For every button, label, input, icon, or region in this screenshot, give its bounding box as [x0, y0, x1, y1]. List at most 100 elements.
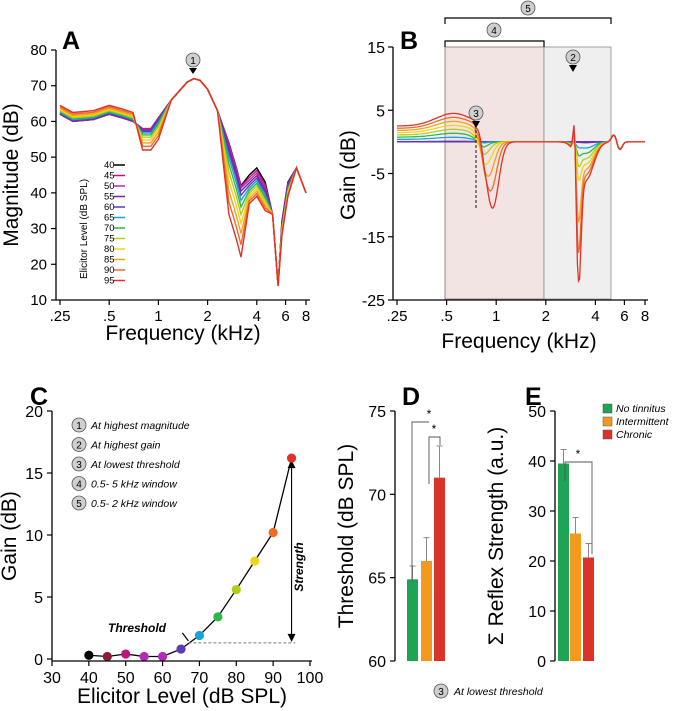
footnote-text: At lowest threshold: [453, 686, 544, 698]
e-y-tick-label: 20: [528, 554, 546, 571]
legend-marker-number: 3: [76, 460, 82, 471]
panel-a-y-label: Magnitude (dB): [0, 103, 23, 247]
a-y-tick-label: 70: [30, 78, 47, 95]
marker-5-badge: [520, 0, 536, 16]
legend-label-intermittent: Intermittent: [616, 416, 670, 428]
b-x-tick-label: 4: [591, 308, 599, 325]
marker-4-badge: [486, 22, 502, 38]
panel-d-label: D: [402, 383, 420, 411]
legend-marker-text: At highest magnitude: [90, 420, 190, 432]
c-x-tick-label: 90: [264, 670, 282, 687]
d-y-tick-label: 75: [368, 404, 386, 421]
legend-level-40: 40: [104, 160, 115, 171]
c-point-45: [102, 651, 112, 662]
strength-arrow-tail: [287, 633, 296, 642]
legend-swatch-chronic: [602, 429, 613, 440]
b-y-tick-label: -15: [362, 230, 385, 247]
marker-4-number: 4: [491, 26, 497, 37]
legend-level-50: 50: [104, 181, 115, 192]
e-y-tick-label: 0: [537, 654, 546, 671]
panel-d-y-label: Threshold (dB SPL): [335, 444, 358, 628]
sig-star-2: *: [432, 422, 437, 436]
legend-level-80: 80: [104, 244, 115, 255]
panel-c-y-ticks: 0 5 10 15 20: [25, 404, 52, 669]
a-y-tick-label: 40: [30, 185, 47, 202]
e-bar-chronic: [583, 557, 594, 661]
panel-b-plot: [396, 112, 645, 284]
legend-marker-text: At lowest threshold: [90, 459, 181, 471]
c-x-tick-label: 30: [43, 670, 61, 687]
c-x-tick-label: 50: [117, 670, 135, 687]
panel-a-x-ticks: .25 .5 1 2 4 6 8: [50, 300, 310, 325]
e-bar-no-tinnitus: [558, 463, 569, 661]
legend-label-no-tinnitus: No tinnitus: [616, 403, 666, 415]
e-y-tick-label: 10: [528, 604, 546, 621]
a-y-tick-label: 80: [30, 42, 47, 59]
legend-marker-text: 0.5- 2 kHz window: [91, 498, 178, 510]
c-point-40: [84, 650, 94, 660]
sig-star-1: *: [427, 407, 432, 421]
legend-marker-badge: [71, 437, 87, 452]
marker-1-badge: [185, 52, 201, 68]
c-point-95: [286, 453, 297, 463]
marker-3-arrow: [472, 121, 480, 128]
c-x-tick-label: 40: [80, 670, 98, 687]
legend-title: Elicitor Level (dB SPL): [79, 179, 90, 279]
legend-marker-number: 4: [76, 480, 82, 491]
panel-c-x-ticks: 30 40 50 60 70 80 90 100: [43, 661, 323, 687]
panel-e-y-label: Σ Reflex Strength (a.u.): [485, 427, 508, 645]
c-point-70: [194, 630, 205, 641]
panel-b-label: B: [400, 27, 418, 55]
a-y-tick-label: 50: [30, 149, 47, 166]
c-point-85: [250, 556, 260, 566]
legend-level-65: 65: [104, 213, 115, 224]
window-0p5-2khz: [444, 46, 545, 300]
panel-a-plot: [59, 77, 307, 286]
c-point-65: [176, 644, 186, 654]
strength-arrow-head: [287, 460, 296, 469]
legend-level-70: 70: [104, 223, 115, 234]
legend-level-55: 55: [104, 192, 115, 203]
a-y-tick-label: 30: [30, 221, 47, 238]
c-point-75: [213, 612, 223, 622]
marker-2-arrow: [569, 65, 577, 72]
b-y-tick-label: -25: [362, 293, 385, 310]
legend-level-95: 95: [104, 276, 115, 287]
c-point-60: [157, 651, 168, 662]
c-y-tick-label: 0: [34, 652, 43, 669]
legend-marker-number: 2: [76, 441, 82, 452]
marker-1-number: 1: [190, 56, 196, 67]
c-y-tick-label: 15: [25, 466, 43, 483]
panel-a-legend: Elicitor Level (dB SPL) 4045505560657075…: [79, 160, 125, 287]
marker-2-badge: [565, 49, 581, 65]
c-x-tick-label: 80: [227, 670, 245, 687]
sig-bracket-e: [564, 461, 593, 554]
legend-level-45: 45: [104, 171, 115, 182]
c-y-tick-label: 5: [34, 590, 43, 607]
panel-a-label: A: [62, 27, 80, 55]
legend-level-85: 85: [104, 255, 115, 266]
c-point-55: [139, 651, 149, 662]
e-bar-intermittent: [570, 533, 581, 661]
panel-e: E 0 10 20 30 40 50 Σ Reflex Strength (a.u.) *…: [485, 383, 670, 671]
a-x-tick-label: 1: [154, 308, 162, 325]
marker-3-badge: [468, 105, 484, 121]
c-point-90: [268, 527, 278, 538]
d-y-tick-label: 60: [368, 654, 386, 671]
legend-marker-number: 5: [76, 499, 82, 510]
panel-b-x-label: Frequency (kHz): [441, 330, 596, 353]
d-bar-chronic: [434, 477, 445, 661]
legend-marker-number: 1: [76, 421, 82, 432]
e-y-tick-label: 50: [528, 404, 546, 421]
legend-marker-text: 0.5- 5 kHz window: [91, 479, 178, 491]
a-x-tick-label: 6: [281, 308, 289, 325]
a-x-tick-label: .5: [103, 308, 116, 325]
b-y-tick-label: -5: [371, 167, 385, 184]
b-x-tick-label: .5: [440, 308, 453, 325]
legend-level-90: 90: [104, 265, 115, 276]
sig-bracket-2: [428, 436, 441, 484]
legend-label-chronic: Chronic: [616, 429, 653, 441]
a-x-tick-label: 4: [253, 308, 261, 325]
